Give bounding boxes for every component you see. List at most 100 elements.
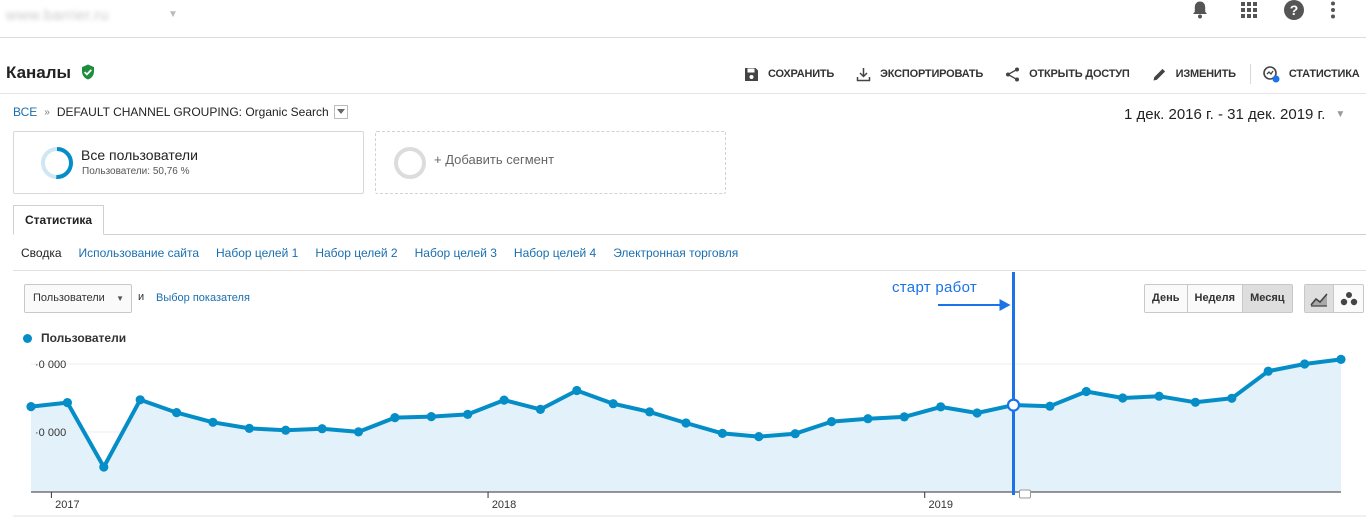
top-bar: www.barrier.ru ▼ ? [0,0,1366,38]
metric-select[interactable]: Пользователи ▼ [24,284,132,313]
edit-label: ИЗМЕНИТЬ [1175,68,1236,80]
data-point [972,408,982,418]
data-point [936,402,946,412]
data-point [99,462,109,472]
breadcrumb-current: DEFAULT CHANNEL GROUPING: Organic Search [56,105,329,119]
data-point [1300,359,1310,369]
download-icon [856,67,871,81]
x-tick-label: 2019 [928,499,952,511]
export-button[interactable]: ЭКСПОРТИРОВАТЬ [856,67,983,82]
x-tick-label: 2018 [492,499,516,511]
chart-legend: Пользователи [23,331,126,345]
data-point [1081,386,1091,397]
y-tick-label: ·0 000 [35,427,66,439]
share-button[interactable]: ОТКРЫТЬ ДОСТУП [1005,67,1130,82]
subtab-ecommerce[interactable]: Электронная торговля [613,246,739,260]
data-point [390,413,400,423]
data-point [717,428,728,438]
chevron-down-icon [336,109,345,114]
data-point [172,408,182,418]
bell-icon[interactable] [1190,0,1210,20]
data-point [463,409,473,419]
chevron-down-icon: ▼ [116,294,124,303]
chevron-down-icon[interactable]: ▼ [168,9,178,20]
data-point [1190,397,1200,407]
subtab-summary[interactable]: Сводка [21,246,62,260]
breadcrumb-separator: » [44,106,50,118]
empty-ring-icon [394,147,426,179]
insights-label: СТАТИСТИКА [1288,68,1360,80]
data-point [426,412,436,422]
data-point [1045,401,1055,411]
chart-view-toggle [1304,284,1364,313]
and-label: и [138,291,145,303]
series-line [30,357,1342,469]
data-point [1154,391,1164,401]
period-week-button[interactable]: Неделя [1186,285,1243,312]
data-point [281,425,291,435]
insights-button[interactable]: СТАТИСТИКА [1262,65,1360,83]
data-point [26,402,36,412]
tab-statistics[interactable]: Статистика [13,205,104,235]
subtab-goal-set-1[interactable]: Набор целей 1 [216,246,299,260]
data-point [863,414,873,424]
series-area [31,359,1341,492]
add-segment-label: + Добавить сегмент [434,152,555,167]
edit-button[interactable]: ИЗМЕНИТЬ [1152,67,1236,82]
data-point [1118,393,1128,403]
data-point [790,429,800,439]
report-header: Каналы СОХРАНИТЬ ЭКСПОРТИРОВАТЬ ОТКРЫТЬ … [0,52,1366,94]
report-actions: СОХРАНИТЬ ЭКСПОРТИРОВАТЬ ОТКРЫТЬ ДОСТУП … [744,64,1360,84]
more-vertical-icon[interactable] [1330,0,1336,20]
y-tick-label: ·0 000 [35,359,66,371]
pencil-icon [1153,68,1165,80]
motion-chart-view-button[interactable] [1334,285,1363,312]
breadcrumb-all-link[interactable]: ВСЕ [13,105,38,119]
data-point [244,423,254,433]
line-chart-view-button[interactable] [1305,285,1334,312]
save-icon [745,67,758,81]
help-icon[interactable]: ? [1283,0,1305,20]
data-point [899,412,909,422]
data-point [135,395,145,405]
data-point [754,432,764,442]
svg-text:?: ? [1290,2,1299,18]
breadcrumb: ВСЕ » DEFAULT CHANNEL GROUPING: Organic … [13,105,348,119]
subtab-site-usage[interactable]: Использование сайта [78,246,200,260]
line-chart-icon [1310,292,1328,307]
period-toggle: День Неделя Месяц [1144,284,1293,313]
select-metric-link[interactable]: Выбор показателя [156,292,250,304]
property-selector[interactable]: www.barrier.ru [6,7,109,24]
annotation-arrowhead [999,299,1011,311]
annotation-point [1006,398,1021,412]
subtab-goal-set-2[interactable]: Набор целей 2 [315,246,398,260]
add-segment[interactable]: + Добавить сегмент [375,131,726,194]
divider [1249,64,1251,84]
data-point [645,407,655,417]
tab-divider [13,234,1366,235]
data-point [535,404,546,414]
date-range-picker[interactable]: 1 дек. 2016 г. - 31 дек. 2019 г. ▼ [1124,106,1345,123]
data-point [1227,393,1237,403]
data-point [1336,354,1346,364]
segment-ring-icon [41,147,73,179]
apps-grid-icon[interactable] [1240,0,1258,20]
breadcrumb-dropdown[interactable] [333,105,348,119]
subtab-goal-set-4[interactable]: Набор целей 4 [513,246,597,260]
data-point [62,398,72,408]
save-button[interactable]: СОХРАНИТЬ [744,67,834,82]
data-point [317,424,327,434]
subtab-goal-set-3[interactable]: Набор целей 3 [414,246,497,260]
x-tick-label: 2017 [55,499,79,511]
period-day-button[interactable]: День [1145,285,1187,312]
bubble-chart-icon [1340,291,1357,305]
metric-select-value: Пользователи [33,292,105,304]
segment-all-users[interactable]: Все пользователи Пользователи: 50,76 % [13,131,364,194]
subtabs: Сводка Использование сайта Набор целей 1… [21,246,755,260]
annotation-note-icon [1019,489,1031,499]
data-point [572,385,582,396]
period-month-button[interactable]: Месяц [1242,285,1292,312]
annotation-label: старт работ [892,279,978,296]
verified-check-icon [80,64,96,85]
legend-label: Пользователи [41,331,127,345]
